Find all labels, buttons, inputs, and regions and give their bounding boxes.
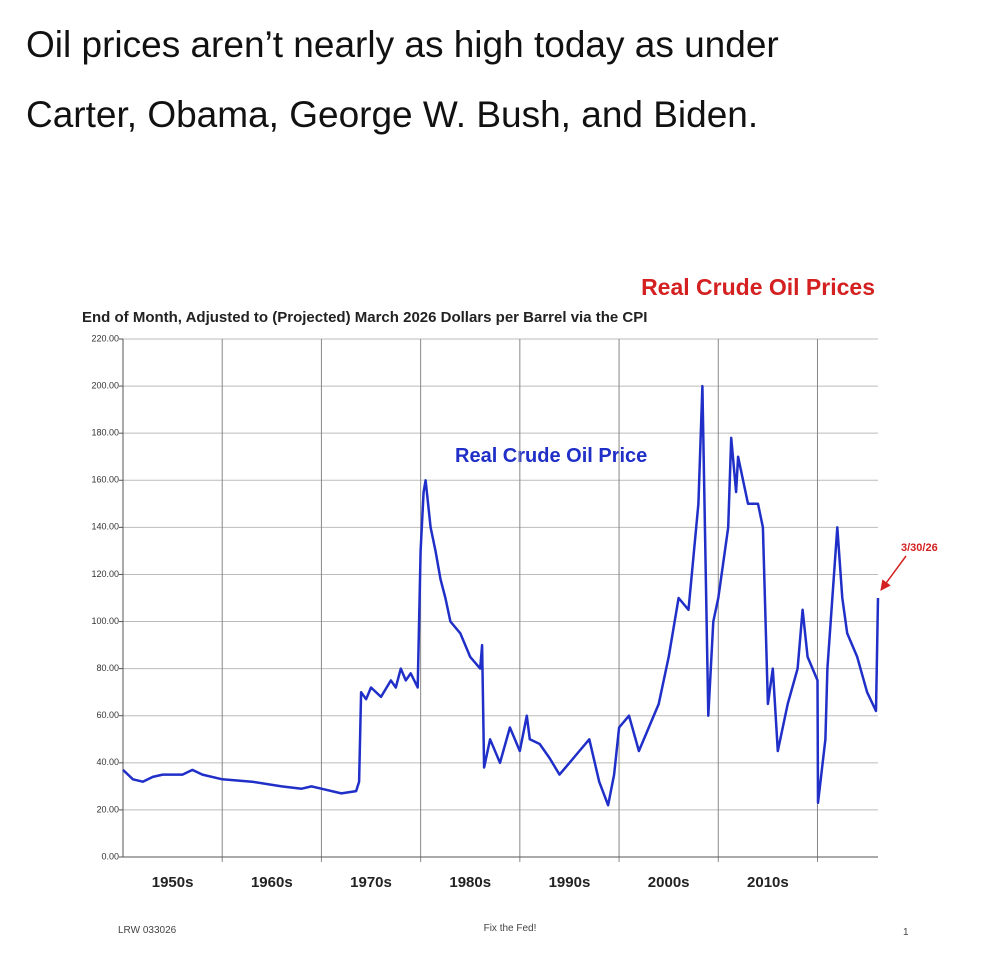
series-label: Real Crude Oil Price (455, 445, 647, 467)
x-tick-label: 1960s (251, 874, 293, 891)
footer-left: LRW 033026 (118, 925, 177, 936)
y-tick-label: 180.00 (91, 428, 119, 438)
x-tick-label: 1980s (449, 874, 491, 891)
footer-center: Fix the Fed! (484, 923, 537, 934)
x-tick-label: 1950s (152, 874, 194, 891)
y-tick-label: 100.00 (91, 616, 119, 626)
y-tick-label: 140.00 (91, 522, 119, 532)
data-line (122, 384, 880, 807)
annotation: 3/30/26 (901, 542, 938, 554)
y-tick-label: 200.00 (91, 380, 119, 390)
y-tick-label: 120.00 (91, 569, 119, 579)
y-tick-label: 160.00 (91, 475, 119, 485)
x-tick-label: 2000s (648, 874, 690, 891)
y-tick-label: 220.00 (91, 333, 119, 343)
y-tick-label: 40.00 (96, 757, 119, 767)
y-tick-label: 0.00 (101, 851, 119, 861)
x-tick-label: 2010s (747, 874, 789, 891)
x-tick-label: 1990s (549, 874, 591, 891)
y-tick-label: 60.00 (96, 710, 119, 720)
y-tick-label: 80.00 (96, 663, 119, 673)
y-tick-label: 20.00 (96, 804, 119, 814)
chart-subtitle: End of Month, Adjusted to (Projected) Ma… (82, 309, 647, 326)
footer-right: 1 (903, 927, 909, 938)
annotation-arrow (880, 555, 907, 591)
plot: 0.00 20.00 40.00 60.00 80.00 100.00 120.00 140.… (91, 333, 880, 891)
post-text: Carter, Obama, George W. Bush, and Biden… (26, 94, 758, 135)
chart-title: Real Crude Oil Prices (641, 274, 875, 300)
post-text: Oil prices aren’t nearly as high today a… (26, 24, 779, 65)
x-tick-label: 1970s (350, 874, 392, 891)
